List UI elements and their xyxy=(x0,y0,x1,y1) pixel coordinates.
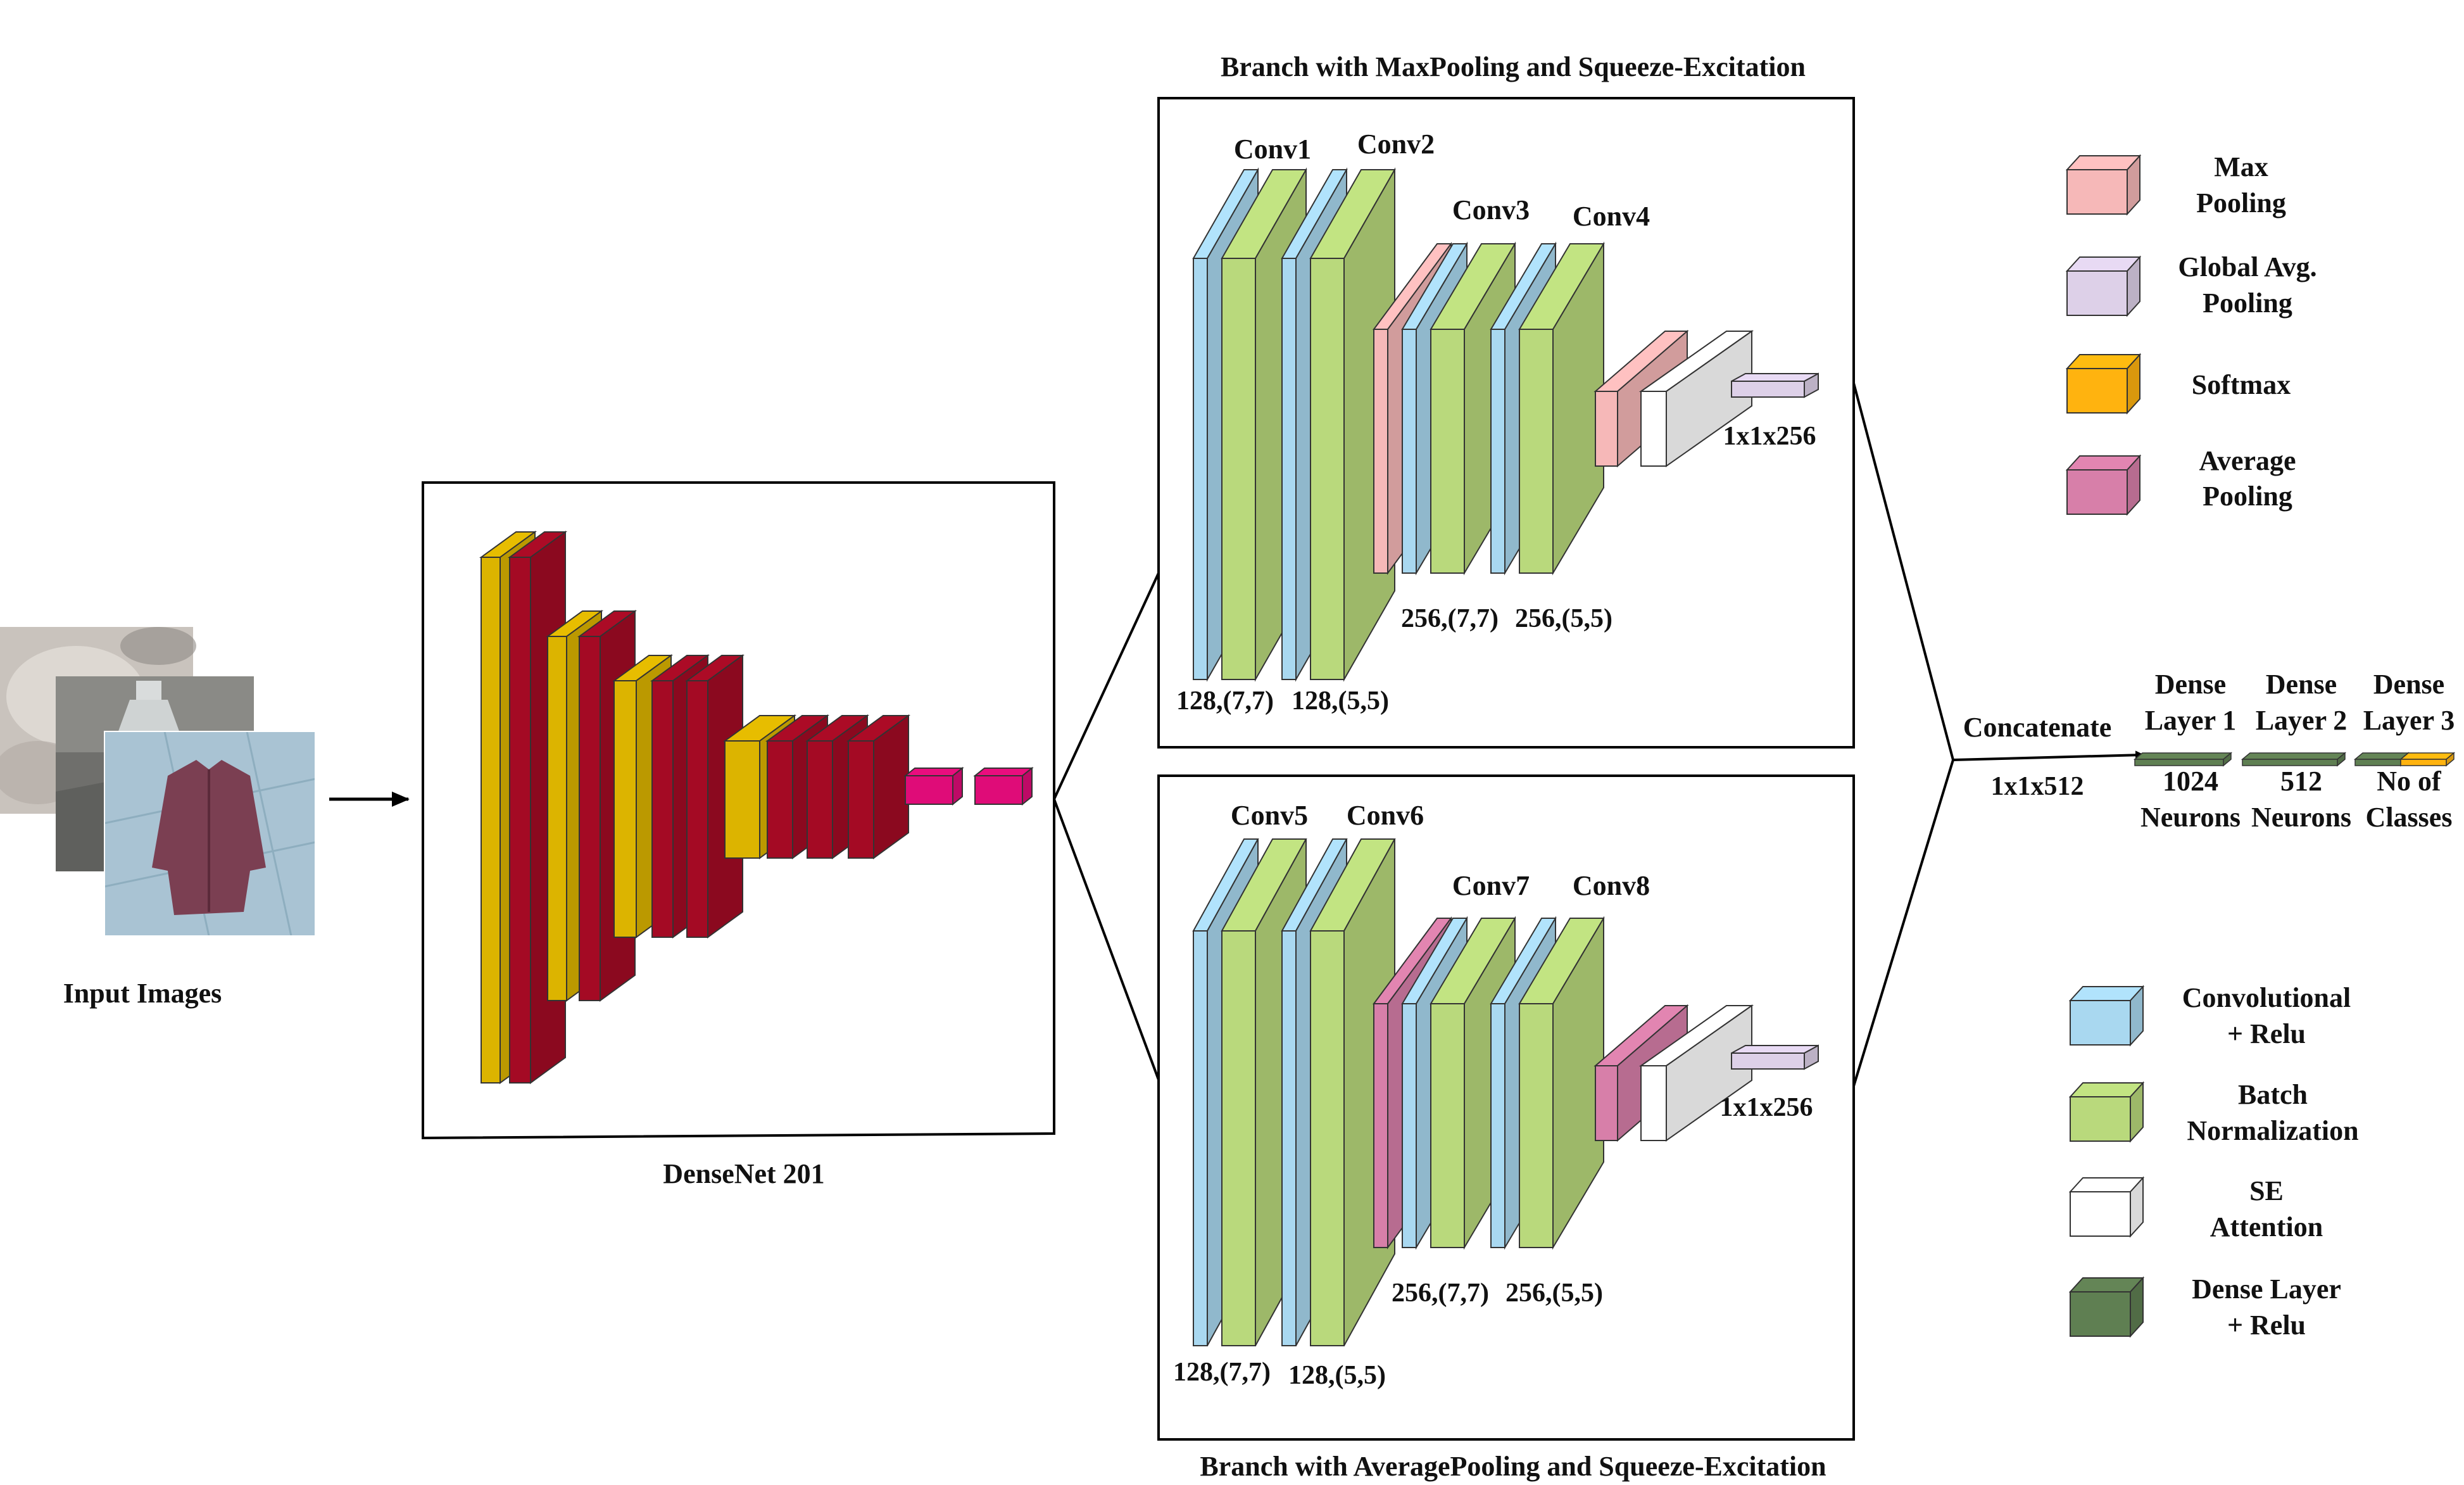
dense-layer-2-detail-line1: 512 xyxy=(2280,766,2322,797)
dense-layer-2-detail-line2: Neurons xyxy=(2251,802,2351,833)
dims-128-5-5: 128,(5,5) xyxy=(1292,686,1389,716)
conv4-label: Conv4 xyxy=(1573,201,1650,232)
global-avg-pool-2 xyxy=(1731,1044,1819,1070)
dims-256-5-5-avg: 256,(5,5) xyxy=(1505,1279,1603,1308)
dense-layer-3-name-line1: Dense xyxy=(2373,669,2444,700)
legend-label-max-pooling-line2: Pooling xyxy=(2196,187,2286,218)
densenet-output-magenta-2 xyxy=(973,766,1034,806)
branch-maxpool: Branch with MaxPooling and Squeeze-Excit… xyxy=(1157,51,1855,749)
dense-layer-2-name-line2: Layer 2 xyxy=(2256,705,2348,736)
global-avg-pool-1 xyxy=(1731,372,1819,398)
conv8-batchnorm xyxy=(1518,916,1605,1250)
legend-label-average-pooling-line1: Average xyxy=(2199,445,2296,476)
densenet-block4-red-3 xyxy=(846,714,911,859)
legend-label-batch-norm-line1: Batch xyxy=(2238,1079,2308,1110)
legend-label-dense-relu-line1: Dense Layer xyxy=(2192,1273,2341,1305)
legend-swatch-max-pooling xyxy=(2065,154,2142,216)
legend-swatch-conv-relu xyxy=(2068,985,2145,1047)
densenet-label: DenseNet 201 xyxy=(663,1158,824,1189)
legend-swatch-batch-norm xyxy=(2068,1081,2145,1143)
legend-label-conv-relu-line2: + Relu xyxy=(2227,1018,2306,1049)
concatenate-dims: 1x1x512 xyxy=(1991,772,2084,801)
conv2-label: Conv2 xyxy=(1357,129,1435,160)
legend-label-softmax: Softmax xyxy=(2192,369,2291,400)
concatenate-label: Concatenate xyxy=(1963,712,2112,743)
conv4-batchnorm xyxy=(1518,241,1605,576)
legend-swatch-global-avg-pooling xyxy=(2065,255,2142,317)
legend-swatch-dense-relu xyxy=(2068,1276,2145,1338)
input-images: Input Images xyxy=(0,627,316,1009)
legend-swatch-average-pooling xyxy=(2065,454,2142,516)
concatenate-block: Concatenate 1x1x512 xyxy=(1952,712,2144,801)
dims-128-5-5-avg: 128,(5,5) xyxy=(1288,1361,1386,1390)
dense-layer-1-detail-line1: 1024 xyxy=(2163,766,2218,797)
branch-maxpool-layers xyxy=(1192,167,1819,682)
legend-swatch-softmax xyxy=(2065,353,2142,415)
dense-layer-3-detail-line1: No of xyxy=(2377,766,2442,797)
legend-top: Max Pooling Global Avg. Pooling Softmax Avera… xyxy=(2065,151,2317,516)
dense-layer-1-bar xyxy=(2133,752,2233,767)
dense-layer-2-name-line1: Dense xyxy=(2266,669,2337,700)
densenet-block: DenseNet 201 xyxy=(422,481,1055,1189)
softmax-bar xyxy=(2399,752,2456,767)
dims-256-7-7: 256,(7,7) xyxy=(1401,604,1499,633)
legend-label-dense-relu-line2: + Relu xyxy=(2227,1310,2306,1341)
legend-bottom: Convolutional + Relu Batch Normalization SE A… xyxy=(2068,982,2359,1341)
input-images-label: Input Images xyxy=(63,978,222,1009)
dims-256-7-7-avg: 256,(7,7) xyxy=(1392,1279,1489,1308)
se-attention-1 xyxy=(1638,330,1754,467)
concatenate-arrow xyxy=(1952,750,2144,761)
legend-label-se-attention-line1: SE xyxy=(2249,1175,2284,1206)
branch-maxpool-output-dims: 1x1x256 xyxy=(1723,422,1816,451)
legend-label-conv-relu-line1: Convolutional xyxy=(2182,982,2351,1013)
branch-maxpool-title: Branch with MaxPooling and Squeeze-Excit… xyxy=(1221,51,1806,82)
dense-layer-3-detail-line2: Classes xyxy=(2366,802,2453,833)
conv7-label: Conv7 xyxy=(1452,870,1530,901)
legend-label-average-pooling-line2: Pooling xyxy=(2203,481,2292,512)
branch-avgpool-layers xyxy=(1192,838,1819,1346)
conv1-label: Conv1 xyxy=(1234,134,1311,165)
branch-avgpool: Conv5 Conv6 Conv7 Conv8 128,(7,7) 128,(5… xyxy=(1157,774,1855,1482)
legend-label-batch-norm-line2: Normalization xyxy=(2187,1115,2358,1146)
conv6-label: Conv6 xyxy=(1347,800,1424,831)
dense-layer-2-bar xyxy=(2241,752,2347,767)
dense-layer-3-name-line2: Layer 3 xyxy=(2363,705,2455,736)
branch-avgpool-output-dims: 1x1x256 xyxy=(1720,1093,1813,1122)
legend-label-se-attention-line2: Attention xyxy=(2210,1211,2323,1242)
dims-128-7-7-avg: 128,(7,7) xyxy=(1173,1358,1271,1387)
dense-layers: Dense Layer 1 1024 Neurons Dense Layer 2 512 Ne… xyxy=(2133,669,2456,833)
conv8-label: Conv8 xyxy=(1573,870,1650,901)
densenet-output-magenta-1 xyxy=(903,766,964,806)
branch-avgpool-title: Branch with AveragePooling and Squeeze-E… xyxy=(1200,1451,1826,1482)
conv5-label: Conv5 xyxy=(1231,800,1308,831)
legend-label-global-avg-pooling-line2: Pooling xyxy=(2203,288,2292,319)
legend-label-max-pooling-line1: Max xyxy=(2214,151,2268,182)
dense-layer-1-name-line1: Dense xyxy=(2155,669,2226,700)
input-image-jacket xyxy=(104,731,316,937)
legend-label-global-avg-pooling-line1: Global Avg. xyxy=(2178,251,2316,282)
dense-layer-1-detail-line2: Neurons xyxy=(2140,802,2241,833)
se-attention-2 xyxy=(1638,1004,1754,1142)
densenet-layers xyxy=(479,531,1034,1084)
dense-layer-1-name-line2: Layer 1 xyxy=(2145,705,2237,736)
dims-256-5-5: 256,(5,5) xyxy=(1515,604,1612,633)
conv6-batchnorm xyxy=(1309,838,1396,1346)
legend-swatch-se-attention xyxy=(2068,1176,2145,1238)
conv3-label: Conv3 xyxy=(1452,194,1530,225)
dims-128-7-7: 128,(7,7) xyxy=(1176,686,1274,716)
connector-lines xyxy=(1053,382,1954,1087)
